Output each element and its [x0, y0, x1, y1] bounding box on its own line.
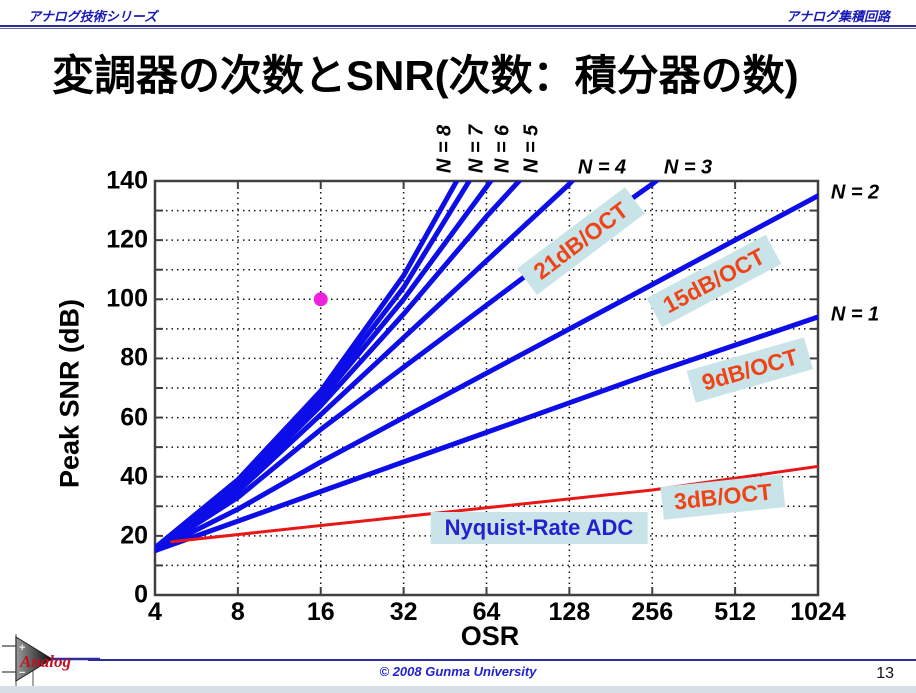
curve-n=1: [155, 314, 818, 554]
svg-text:+: +: [19, 642, 25, 654]
y-tick-label: 40: [120, 462, 148, 491]
x-tick-label: 8: [230, 598, 245, 626]
y-tick-label: 100: [106, 284, 148, 313]
annotation-n-5: N = 5: [520, 124, 543, 174]
curve-n=2: [155, 193, 818, 554]
operating-point-marker: [313, 292, 328, 307]
annotation-n-6: N = 6: [491, 124, 514, 174]
page-title: 変調器の次数とSNR(次数：積分器の数): [52, 52, 799, 99]
analog-logo-text: Analog: [19, 652, 72, 671]
x-tick-label: 1024: [790, 598, 846, 626]
y-axis-title: Peak SNR (dB): [54, 298, 85, 489]
y-tick-label: 120: [106, 225, 148, 254]
annotation-n-3: N = 3: [663, 156, 713, 179]
annotation-n-1: N = 1: [830, 303, 880, 326]
header-rule: [0, 25, 916, 27]
x-axis-title: OSR: [460, 621, 520, 651]
svg-text:−: −: [19, 667, 25, 679]
opamp-triangle-icon: [15, 636, 53, 682]
header-series-label: アナログ技術シリーズ: [28, 9, 158, 24]
annotation-n-7: N = 7: [465, 124, 488, 174]
y-tick-label: 60: [120, 403, 148, 432]
x-tick-label: 64: [472, 598, 501, 626]
x-tick-label: 4: [148, 598, 162, 626]
curve-n=3: [155, 181, 661, 554]
header-rule-thin: [0, 28, 916, 29]
annotation-n-4: N = 4: [577, 156, 627, 179]
copyright-text: © 2008 Gunma University: [379, 664, 537, 679]
x-tick-label: 128: [548, 598, 591, 626]
footer-rule: [88, 659, 916, 661]
annotation-nyquist-rate-adc: Nyquist-Rate ADC: [430, 512, 648, 544]
curve-n=8: [155, 181, 460, 551]
y-tick-label: 80: [120, 343, 148, 372]
annotation-n-2: N = 2: [830, 181, 880, 204]
y-tick-label: 0: [134, 580, 148, 609]
y-tick-label: 20: [120, 521, 148, 550]
x-tick-label: 16: [306, 598, 335, 626]
x-tick-label: 32: [389, 598, 418, 626]
x-tick-label: 256: [631, 598, 674, 626]
curve-n=6: [155, 181, 494, 554]
y-tick-label: 140: [106, 166, 148, 195]
header-course-label: アナログ集積回路: [786, 9, 890, 24]
x-tick-label: 512: [714, 598, 756, 626]
opamp-logo: + − Analog: [2, 634, 100, 690]
bottom-strip: [0, 686, 916, 693]
page-number: 13: [876, 665, 894, 682]
annotation-n-8: N = 8: [433, 124, 456, 174]
